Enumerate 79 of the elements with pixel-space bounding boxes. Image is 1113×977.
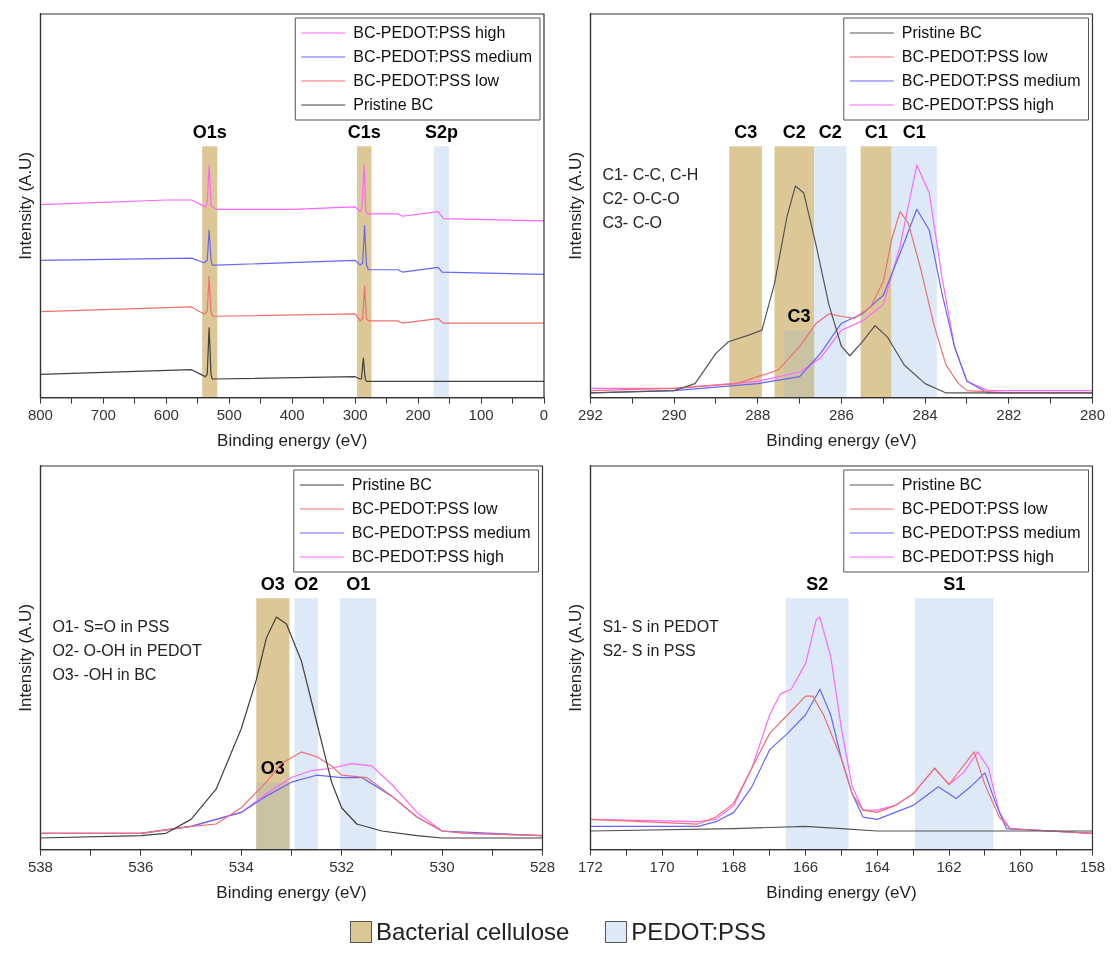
band-label: S1 xyxy=(943,574,966,595)
legend-label: BC-PEDOT:PSS high xyxy=(901,96,1054,114)
x-axis-title: Binding energy (eV) xyxy=(766,883,917,903)
band-label: C1s xyxy=(347,122,381,143)
legend-label: BC-PEDOT:PSS high xyxy=(901,548,1054,566)
category-label: PEDOT:PSS xyxy=(631,918,767,946)
x-tick-label: 172 xyxy=(577,857,603,875)
x-tick-label: 162 xyxy=(936,857,962,875)
legend-label: BC-PEDOT:PSS medium xyxy=(351,524,531,542)
annotation: S1- S in PEDOT xyxy=(602,617,720,635)
x-tick-label: 0 xyxy=(539,405,549,423)
band-label: C3 xyxy=(787,306,811,327)
y-axis-title: Intensity (A.U) xyxy=(565,151,585,260)
band-label: C1 xyxy=(864,122,888,143)
x-axis-title: Binding energy (eV) xyxy=(766,431,917,451)
x-tick-label: 164 xyxy=(864,857,890,875)
x-tick-label: 286 xyxy=(828,405,854,423)
annotation: C1- C-C, C-H xyxy=(602,165,699,183)
x-tick-label: 300 xyxy=(342,405,368,423)
x-tick-label: 530 xyxy=(429,857,455,875)
x-tick-label: 284 xyxy=(912,405,938,423)
band-label: O3 xyxy=(260,574,285,595)
x-tick-label: 160 xyxy=(1008,857,1034,875)
annotation: S2- S in PSS xyxy=(602,641,696,659)
band-label: S2p xyxy=(424,122,458,143)
band-label: O1s xyxy=(192,122,227,143)
y-axis-title: Intensity (A.U) xyxy=(15,603,35,712)
x-tick-label: 538 xyxy=(27,857,53,875)
x-tick-label: 700 xyxy=(90,405,116,423)
x-tick-label: 158 xyxy=(1079,857,1105,875)
band-label: O3 xyxy=(260,758,285,779)
band-label: C2 xyxy=(782,122,806,143)
annotation: O1- S=O in PSS xyxy=(52,617,170,635)
x-tick-label: 288 xyxy=(745,405,771,423)
legend-label: Pristine BC xyxy=(901,476,982,494)
band-label: O2 xyxy=(294,574,319,595)
x-tick-label: 528 xyxy=(529,857,555,875)
annotation: C2- O-C-O xyxy=(602,189,680,207)
x-tick-label: 800 xyxy=(27,405,53,423)
x-tick-label: 292 xyxy=(577,405,603,423)
legend-label: BC-PEDOT:PSS medium xyxy=(901,72,1081,90)
x-tick-label: 166 xyxy=(793,857,819,875)
x-tick-label: 534 xyxy=(228,857,254,875)
x-tick-label: 290 xyxy=(661,405,687,423)
band-label: C1 xyxy=(902,122,926,143)
category-label: Bacterial cellulose xyxy=(375,918,570,946)
band-label: S2 xyxy=(806,574,829,595)
y-axis-title: Intensity (A.U) xyxy=(15,151,35,260)
band-label: C2 xyxy=(818,122,842,143)
legend-label: Pristine BC xyxy=(353,96,434,114)
legend-label: BC-PEDOT:PSS low xyxy=(901,48,1049,66)
x-axis-title: Binding energy (eV) xyxy=(217,431,368,451)
legend-label: BC-PEDOT:PSS medium xyxy=(901,524,1081,542)
x-tick-label: 532 xyxy=(329,857,355,875)
legend-label: BC-PEDOT:PSS low xyxy=(351,500,499,518)
legend-label: BC-PEDOT:PSS high xyxy=(351,548,504,566)
x-tick-label: 280 xyxy=(1079,405,1105,423)
x-tick-label: 170 xyxy=(649,857,675,875)
x-tick-label: 500 xyxy=(216,405,242,423)
x-tick-label: 536 xyxy=(128,857,154,875)
annotation: O3- -OH in BC xyxy=(52,665,157,683)
y-axis-title: Intensity (A.U) xyxy=(565,603,585,712)
x-tick-label: 282 xyxy=(996,405,1022,423)
x-axis-title: Binding energy (eV) xyxy=(216,883,367,903)
x-tick-label: 100 xyxy=(468,405,494,423)
legend-label: Pristine BC xyxy=(351,476,432,494)
x-tick-label: 200 xyxy=(405,405,431,423)
legend-label: BC-PEDOT:PSS low xyxy=(901,500,1049,518)
annotation: O2- O-OH in PEDOT xyxy=(52,641,202,659)
legend-label: BC-PEDOT:PSS low xyxy=(353,72,500,90)
annotation: C3- C-O xyxy=(602,213,662,231)
x-tick-label: 168 xyxy=(721,857,747,875)
band-label: C3 xyxy=(734,122,758,143)
x-tick-label: 600 xyxy=(153,405,179,423)
x-tick-label: 400 xyxy=(279,405,305,423)
band-label: O1 xyxy=(346,574,371,595)
legend-label: Pristine BC xyxy=(901,24,982,42)
legend-label: BC-PEDOT:PSS high xyxy=(353,24,506,42)
legend-label: BC-PEDOT:PSS medium xyxy=(353,48,533,66)
